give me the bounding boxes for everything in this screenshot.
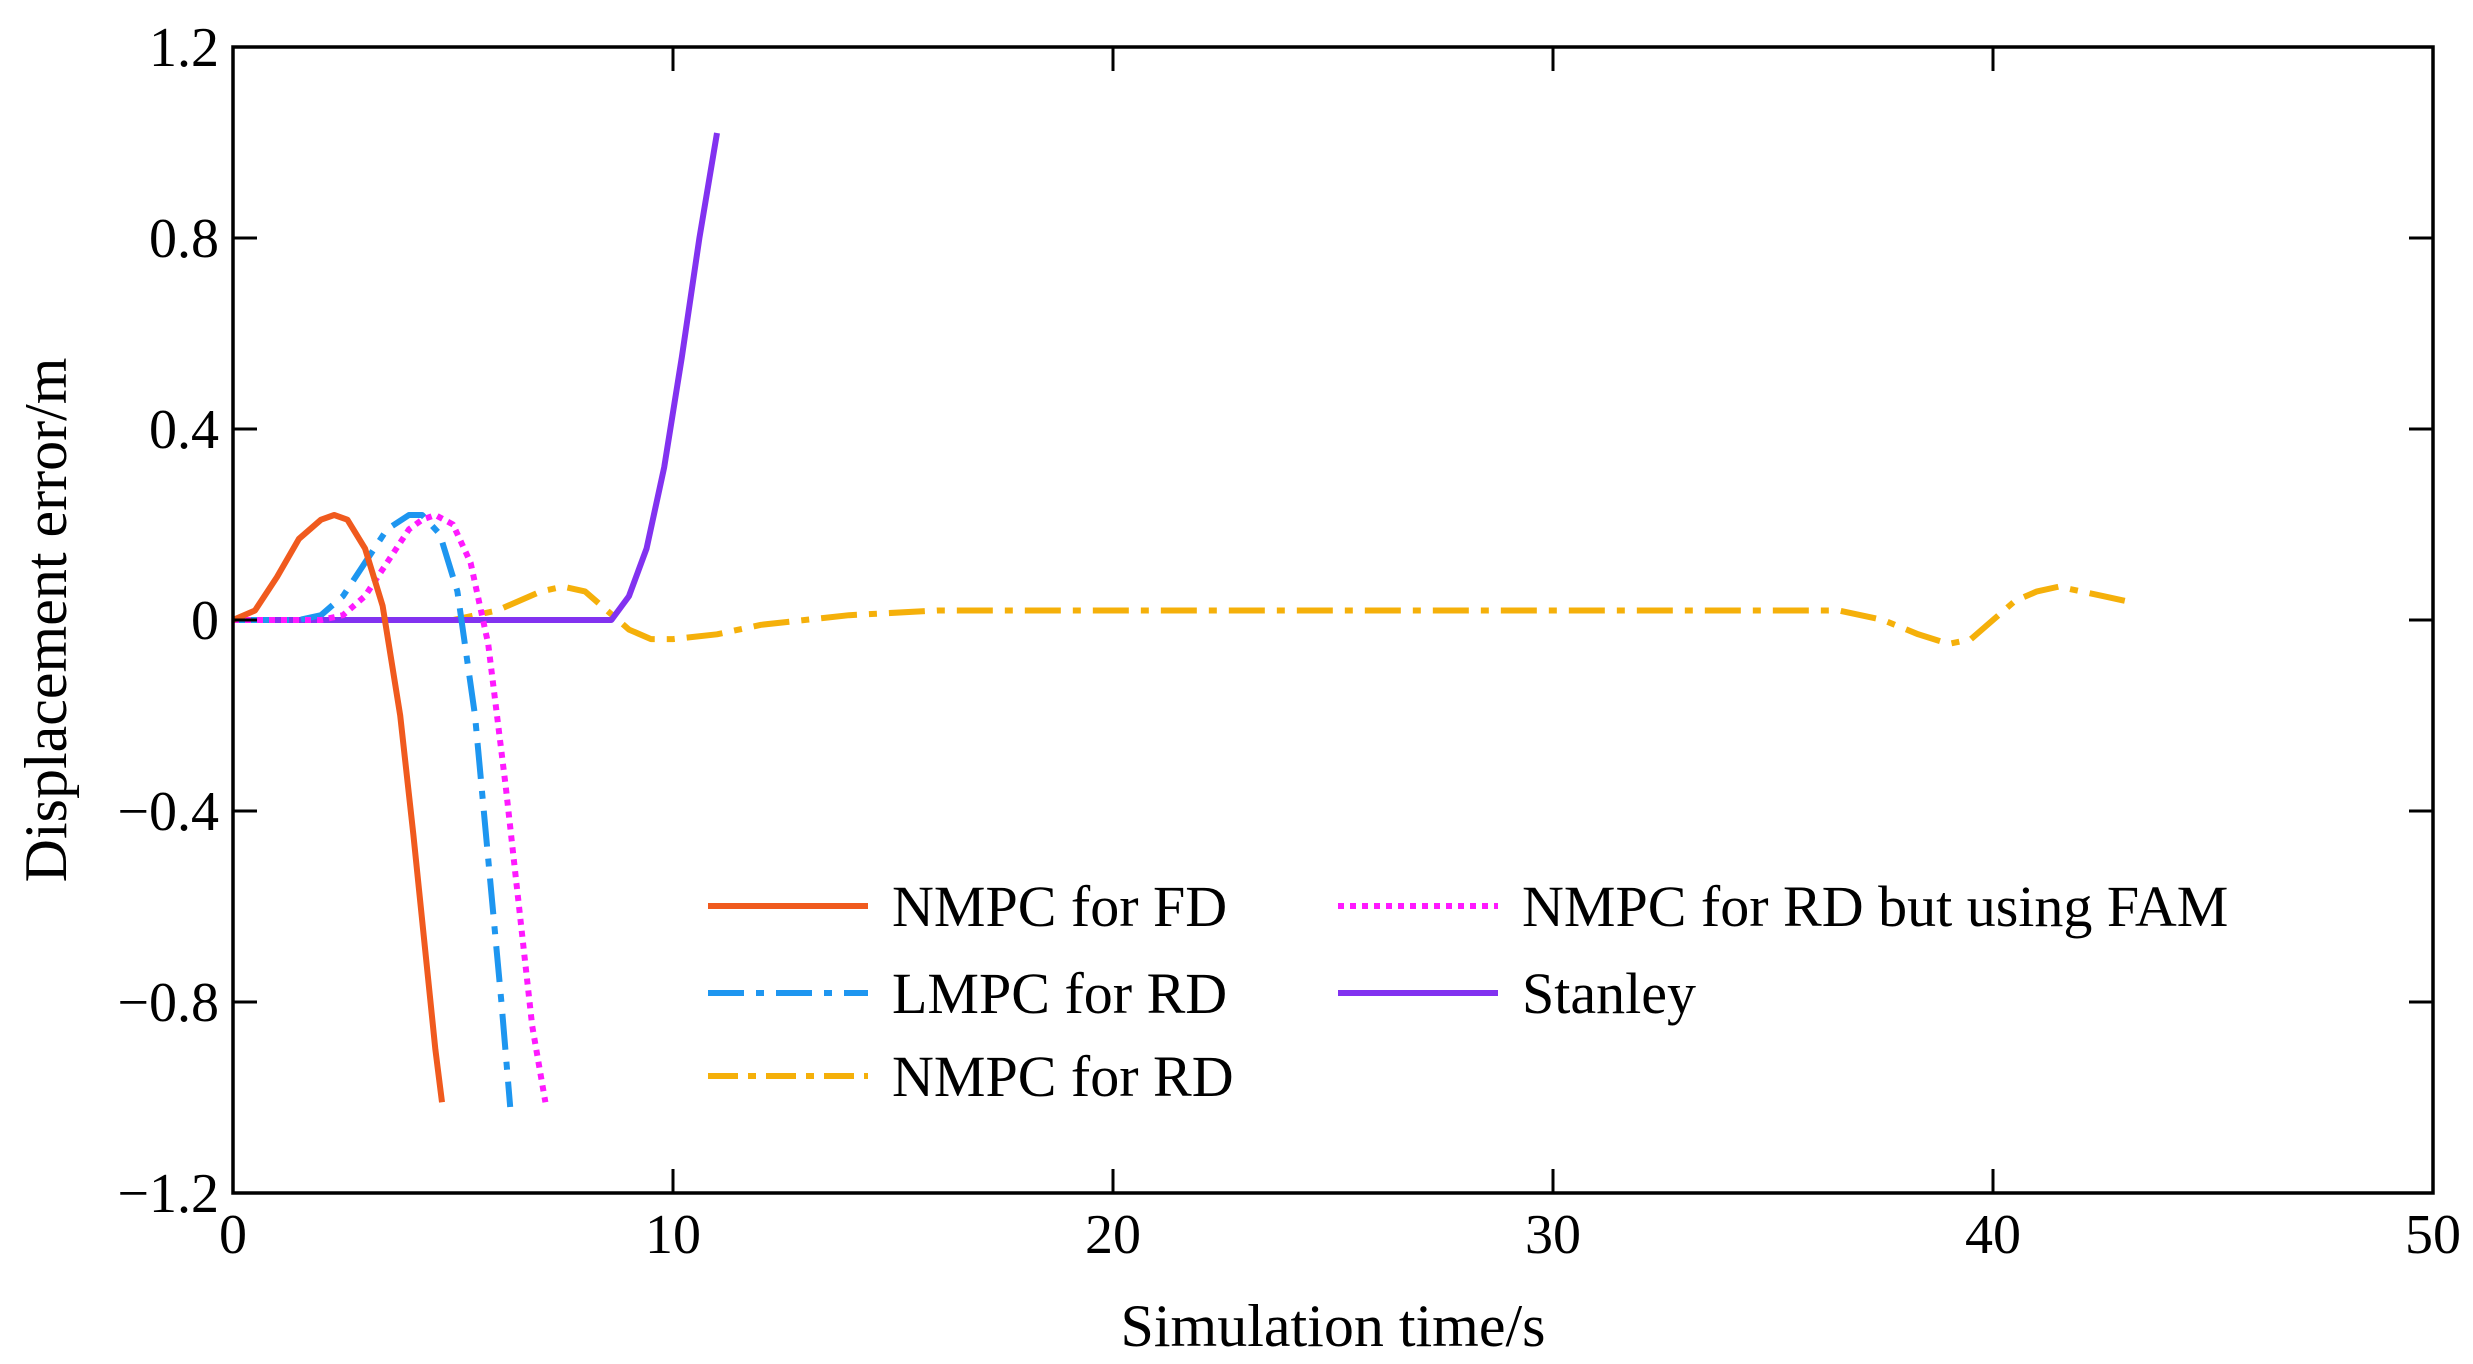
series-line-stanley <box>233 132 720 623</box>
y-axis-label: Displacement error/m <box>13 358 79 883</box>
tick-layer: 0 10 20 30 40 50 −1.2 −0.8 −0.4 0 0.4 0.8 1.2 <box>117 17 2461 1266</box>
series-line-nmpc-for-rd-but-using-fam <box>233 512 549 1103</box>
y-tick-label: 1.2 <box>149 17 219 79</box>
y-tick-label: 0.4 <box>149 399 219 461</box>
legend-label-nmpc-fd: NMPC for FD <box>892 874 1227 939</box>
x-tick-label: 30 <box>1525 1204 1581 1266</box>
legend: NMPC for FD LMPC for RD NMPC for RD NMPC… <box>708 874 2228 1109</box>
x-tick-label: 0 <box>219 1204 247 1266</box>
y-tick-label: 0.8 <box>149 208 219 270</box>
series-line-nmpc-for-rd <box>233 583 2126 647</box>
x-tick-label: 50 <box>2405 1204 2461 1266</box>
legend-label-lmpc-rd: LMPC for RD <box>892 961 1227 1026</box>
y-tick-label: 0 <box>191 590 219 652</box>
legend-label-nmpc-rd: NMPC for RD <box>892 1044 1234 1109</box>
x-axis-label: Simulation time/s <box>1120 1293 1545 1359</box>
x-tick-label: 40 <box>1965 1204 2021 1266</box>
legend-label-nmpc-rd-fam: NMPC for RD but using FAM <box>1522 874 2228 939</box>
y-tick-label: −1.2 <box>117 1163 219 1225</box>
series-line-nmpc-for-fd <box>231 512 445 1103</box>
y-tick-label: −0.8 <box>117 972 219 1034</box>
x-tick-label: 20 <box>1085 1204 1141 1266</box>
series-layer <box>231 132 2126 1108</box>
x-tick-label: 10 <box>645 1204 701 1266</box>
legend-label-stanley: Stanley <box>1522 961 1696 1026</box>
y-tick-label: −0.4 <box>117 781 219 843</box>
